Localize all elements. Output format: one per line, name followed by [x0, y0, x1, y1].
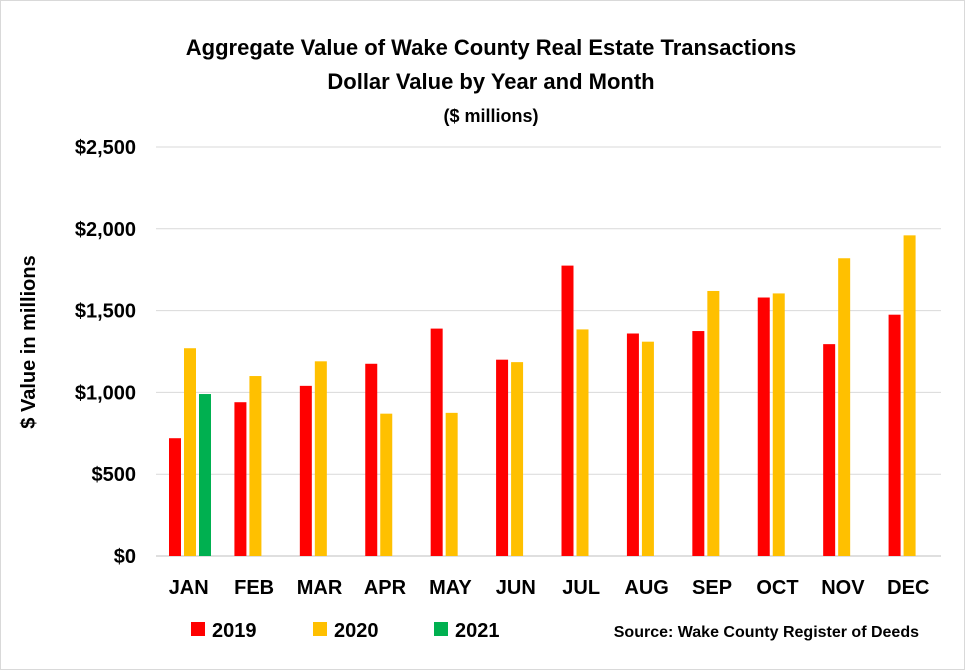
bar-2019-nov — [823, 344, 836, 556]
bar-2020-aug — [641, 341, 654, 556]
x-tick-label: JUN — [496, 577, 536, 599]
bar-2019-feb — [234, 402, 247, 556]
bar-2020-sep — [707, 290, 720, 556]
x-tick-label: DEC — [887, 577, 929, 599]
bar-2020-jun — [511, 362, 524, 556]
y-tick-label: $2,500 — [75, 137, 136, 159]
chart-subtitle: Dollar Value by Year and Month — [327, 69, 654, 94]
bar-2020-dec — [903, 235, 916, 556]
bar-2019-oct — [757, 297, 770, 556]
legend-label-2019: 2019 — [212, 620, 257, 642]
bars — [169, 235, 916, 556]
bar-2020-nov — [838, 258, 851, 556]
chart-title: Aggregate Value of Wake County Real Esta… — [186, 35, 796, 60]
bar-2019-aug — [626, 333, 639, 556]
bar-2019-sep — [692, 331, 705, 556]
x-tick-label: FEB — [234, 577, 274, 599]
bar-2019-dec — [888, 314, 901, 556]
bar-2020-may — [445, 412, 458, 556]
legend-swatch-2019 — [191, 622, 205, 636]
bar-2019-jul — [561, 265, 574, 556]
chart-units-note: ($ millions) — [443, 106, 538, 126]
x-tick-label: NOV — [821, 577, 865, 599]
bar-2020-jan — [184, 348, 196, 556]
y-tick-label: $1,500 — [75, 301, 136, 323]
legend-swatch-2021 — [434, 622, 448, 636]
x-tick-label: MAY — [429, 577, 472, 599]
x-axis-categories: JAN FEB MAR APR MAY JUN JUL AUG SEP OCT NOV DEC — [169, 577, 930, 599]
bar-2020-oct — [772, 293, 785, 556]
y-tick-label: $1,000 — [75, 382, 136, 404]
y-tick-label: $0 — [114, 546, 136, 568]
bar-2019-jun — [496, 359, 509, 556]
bar-2019-jan — [169, 438, 181, 556]
bar-2020-mar — [314, 361, 327, 556]
x-tick-label: MAR — [297, 577, 343, 599]
legend-label-2021: 2021 — [455, 620, 500, 642]
bar-2021-jan — [199, 394, 211, 556]
y-axis-ticks: $0 $500 $1,000 $1,500 $2,000 $2,500 — [75, 137, 136, 568]
bar-2019-apr — [365, 363, 378, 556]
legend-swatch-2020 — [313, 622, 327, 636]
source-note: Source: Wake County Register of Deeds — [614, 624, 919, 641]
legend: 2019 2020 2021 — [191, 620, 500, 642]
legend-label-2020: 2020 — [334, 620, 379, 642]
bar-2020-jul — [576, 329, 589, 556]
bar-2019-mar — [299, 385, 312, 556]
bar-2019-may — [430, 328, 443, 556]
x-tick-label: AUG — [624, 577, 668, 599]
x-tick-label: SEP — [692, 577, 732, 599]
x-tick-label: JAN — [169, 577, 209, 599]
x-tick-label: JUL — [562, 577, 600, 599]
gridlines — [156, 146, 941, 557]
x-tick-label: OCT — [756, 577, 798, 599]
y-tick-label: $2,000 — [75, 219, 136, 241]
x-tick-label: APR — [364, 577, 407, 599]
y-axis-label: $ Value in millions — [18, 255, 40, 428]
bar-2020-feb — [249, 376, 262, 556]
y-tick-label: $500 — [92, 464, 137, 486]
bar-2020-apr — [380, 413, 393, 556]
